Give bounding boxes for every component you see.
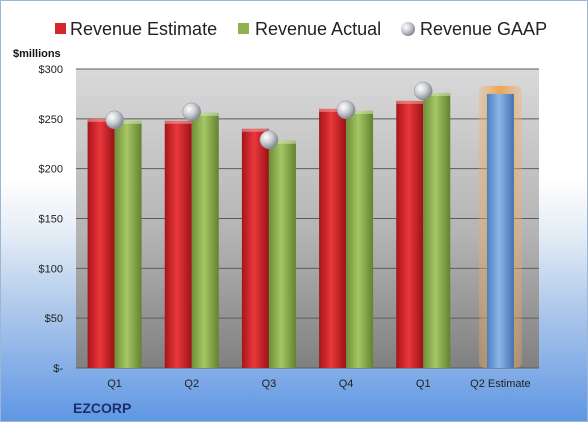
bar-revenue-estimate [396, 100, 424, 368]
legend-item-revenue-actual: Revenue Actual [238, 19, 381, 39]
x-tick-label: Q2 [184, 378, 199, 390]
bar-cap [423, 92, 451, 96]
marker-revenue-gaap [105, 110, 124, 130]
gaap-markers [105, 81, 433, 150]
bar-group [87, 85, 522, 369]
bar-revenue-actual [114, 120, 142, 369]
marker-revenue-gaap [259, 130, 279, 150]
bar-cap [114, 120, 142, 124]
bar-revenue-actual [346, 110, 374, 369]
legend-label-revenue-gaap: Revenue GAAP [420, 19, 547, 39]
x-tick-label: Q1 [416, 378, 431, 390]
legend-item-revenue-gaap: Revenue GAAP [401, 19, 547, 39]
y-tick-label: $- [53, 363, 63, 375]
x-tick-label: Q4 [339, 378, 354, 390]
bar-revenue-actual [423, 92, 451, 369]
bar-cap [268, 140, 296, 144]
marker-revenue-gaap [414, 81, 433, 101]
bar-cap [346, 110, 374, 114]
x-tick-label: Q3 [262, 378, 277, 390]
y-tick-label: $200 [39, 164, 63, 176]
bar-cap [396, 100, 424, 104]
legend-swatch-red [55, 23, 66, 34]
bar-revenue-actual [268, 140, 296, 368]
legend: Revenue Estimate Revenue Actual Revenue … [55, 19, 547, 39]
y-tick-label: $300 [39, 64, 63, 76]
legend-swatch-green [238, 23, 249, 34]
x-tick-label: Q1 [107, 378, 122, 390]
legend-item-revenue-estimate: Revenue Estimate [55, 19, 217, 39]
bar-cap [241, 128, 269, 132]
y-tick-label: $150 [39, 214, 63, 226]
x-tick-label: Q2 Estimate [470, 378, 531, 390]
marker-revenue-gaap [336, 100, 356, 120]
bar-revenue-estimate [87, 118, 115, 368]
x-axis: Q1 Q2 Q3 Q4 Q1 Q2 Estimate [107, 378, 530, 390]
legend-label-revenue-actual: Revenue Actual [255, 19, 381, 39]
bar-revenue-estimate [164, 120, 192, 369]
legend-marker-gaap [401, 22, 415, 36]
bar-revenue-actual [191, 112, 219, 368]
marker-revenue-gaap [182, 102, 201, 122]
y-axis: $- $50 $100 $150 $200 $250 $300 [39, 64, 64, 375]
bar-revenue-estimate [319, 108, 347, 368]
y-tick-label: $50 [45, 313, 63, 325]
company-name: EZCORP [73, 400, 131, 416]
bar-cap [319, 108, 347, 112]
bar-q2-estimate [486, 93, 514, 369]
bar-cap [164, 120, 192, 124]
y-tick-label: $100 [39, 263, 63, 275]
legend-label-revenue-estimate: Revenue Estimate [70, 19, 217, 39]
bar-cap [191, 112, 219, 116]
y-unit-label: $millions [13, 48, 61, 60]
y-tick-label: $250 [39, 114, 63, 126]
bar-revenue-estimate [241, 128, 269, 368]
bar-cap [87, 118, 115, 122]
gridlines [76, 68, 539, 369]
